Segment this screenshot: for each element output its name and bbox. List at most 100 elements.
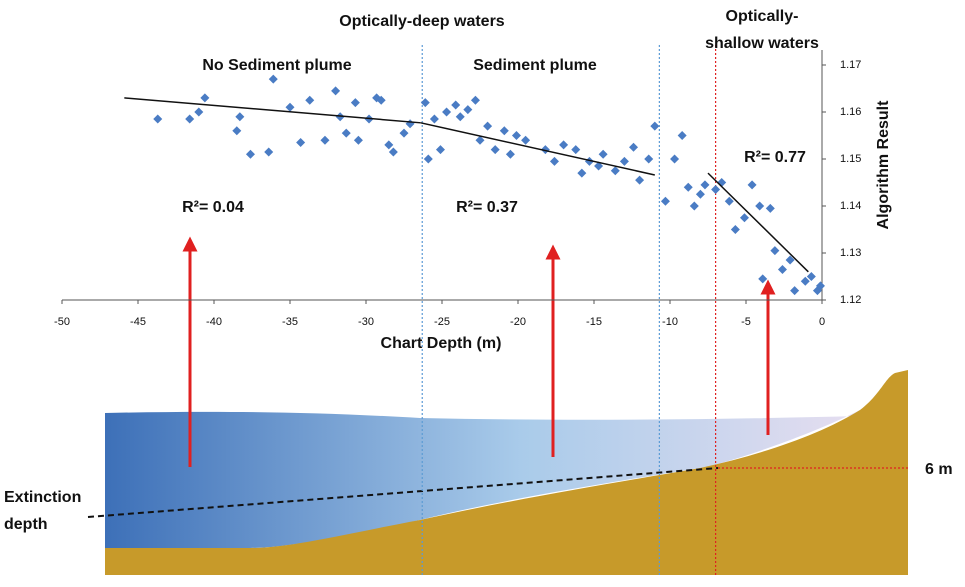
y-tick-label: 1.14 <box>840 200 861 212</box>
point <box>185 114 195 124</box>
x-tick-label: -35 <box>282 316 298 328</box>
point <box>670 154 680 164</box>
point <box>475 135 485 145</box>
point <box>777 264 787 274</box>
point <box>765 203 775 213</box>
depth-label: 6 m <box>925 461 953 478</box>
point <box>711 185 721 195</box>
point <box>296 138 306 148</box>
point <box>451 100 461 110</box>
point <box>353 135 363 145</box>
extinction-line <box>87 467 719 518</box>
point <box>194 107 204 117</box>
point <box>739 213 749 223</box>
annotation: R²= 0.77 <box>744 149 806 166</box>
point <box>305 95 315 105</box>
point <box>384 140 394 150</box>
trendline <box>707 172 809 273</box>
point <box>677 131 687 140</box>
point <box>689 201 699 211</box>
point <box>629 142 639 152</box>
point <box>331 86 341 96</box>
point <box>758 274 768 284</box>
annotation: Sediment plume <box>473 57 597 74</box>
y-tick-label: 1.16 <box>840 106 861 118</box>
point <box>490 145 500 155</box>
point <box>559 140 569 150</box>
point <box>399 128 409 138</box>
x-tick-label: -40 <box>206 316 222 328</box>
point <box>376 95 386 105</box>
point <box>442 107 452 117</box>
annotation: Optically- <box>726 8 799 25</box>
point <box>790 286 800 296</box>
point <box>455 112 465 122</box>
point <box>388 147 398 157</box>
point <box>511 131 521 140</box>
point <box>285 102 295 112</box>
x-tick-label: 0 <box>819 316 825 328</box>
point <box>577 168 587 178</box>
water <box>105 410 860 548</box>
point <box>700 180 710 190</box>
point <box>755 201 765 211</box>
point <box>571 145 581 155</box>
point <box>650 121 660 131</box>
point <box>341 128 351 138</box>
y-tick-label: 1.12 <box>840 294 861 306</box>
x-tick-label: -45 <box>130 316 146 328</box>
point <box>505 149 515 159</box>
point <box>521 135 531 145</box>
point <box>264 147 274 157</box>
y-tick-label: 1.15 <box>840 153 861 165</box>
extinction-label: depth <box>4 516 48 533</box>
point <box>435 145 445 155</box>
extinction-label: Extinction <box>4 489 81 506</box>
x-tick-label: -20 <box>510 316 526 328</box>
point <box>815 281 825 291</box>
point <box>660 196 670 206</box>
x-tick-label: -5 <box>741 316 751 328</box>
point <box>153 114 163 124</box>
point <box>683 182 693 192</box>
point <box>610 166 620 176</box>
trendline <box>124 97 421 124</box>
point <box>730 225 740 234</box>
point <box>232 126 242 136</box>
point <box>806 272 816 281</box>
point <box>483 121 493 131</box>
point <box>470 95 480 105</box>
point <box>770 246 780 256</box>
point <box>695 189 705 199</box>
annotation: R²= 0.04 <box>182 199 244 216</box>
annotation: R²= 0.37 <box>456 199 518 216</box>
point <box>429 114 439 124</box>
x-axis-title: Chart Depth (m) <box>381 335 502 352</box>
point <box>747 180 757 190</box>
point <box>785 255 795 265</box>
x-tick-label: -15 <box>586 316 602 328</box>
point <box>584 156 594 166</box>
point <box>619 156 629 166</box>
y-tick-label: 1.13 <box>840 247 861 259</box>
point <box>549 156 559 166</box>
point <box>635 175 645 185</box>
point <box>350 98 360 108</box>
point <box>245 149 255 159</box>
point <box>724 196 734 206</box>
point <box>423 154 433 164</box>
point <box>235 112 245 122</box>
annotation: No Sediment plume <box>202 57 351 74</box>
x-tick-label: -10 <box>662 316 678 328</box>
diagram: Extinction depth 6 m <box>4 236 953 575</box>
point <box>594 161 604 171</box>
point <box>800 276 810 286</box>
x-tick-label: -25 <box>434 316 450 328</box>
point <box>420 98 430 108</box>
point <box>320 135 330 145</box>
annotation: Optically-deep waters <box>339 13 504 30</box>
x-tick-label: -50 <box>54 316 70 328</box>
y-tick-label: 1.17 <box>840 59 861 71</box>
point <box>463 105 473 115</box>
